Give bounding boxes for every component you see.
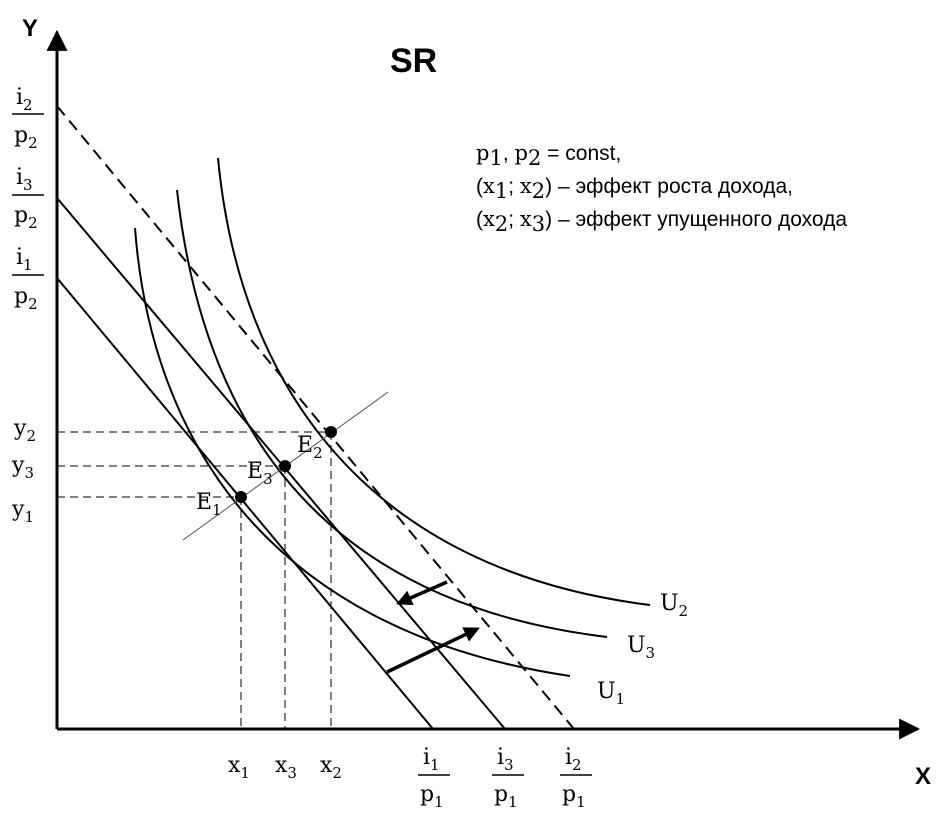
x-intercept-i1-p1: i1 p1 bbox=[418, 745, 450, 811]
x-intercept-i2-p1: i2 p1 bbox=[560, 745, 592, 811]
point-label-e1: E1 bbox=[196, 490, 222, 519]
projection-lines bbox=[57, 431, 332, 729]
x-tick-x1: x1 bbox=[228, 753, 250, 782]
shift-arrow-outward bbox=[386, 627, 480, 674]
point-label-e3: E3 bbox=[247, 459, 273, 488]
svg-text:i2: i2 bbox=[16, 85, 33, 114]
indifference-curve-u1 bbox=[134, 227, 571, 677]
curve-label-u2: U2 bbox=[660, 591, 688, 620]
shift-arrow-inward bbox=[396, 580, 448, 606]
equilibrium-point-e2 bbox=[325, 426, 337, 438]
indifference-curve-u3 bbox=[176, 189, 608, 638]
y-axis-label: Y bbox=[22, 15, 38, 42]
y-intercept-i3-p2: i3 p2 bbox=[12, 165, 44, 232]
svg-text:p2: p2 bbox=[14, 123, 38, 152]
svg-text:i1: i1 bbox=[16, 245, 33, 274]
indifference-curve-u2 bbox=[217, 157, 651, 606]
svg-text:p1: p1 bbox=[420, 782, 444, 810]
equilibrium-point-e1 bbox=[235, 491, 247, 503]
svg-text:p1: p1 bbox=[494, 782, 518, 810]
curve-label-u1: U1 bbox=[597, 679, 625, 708]
x-axis-label: X bbox=[915, 763, 931, 790]
note-line-2: (x1; x2) – эффект роста дохода, bbox=[476, 174, 793, 203]
diagram-title: SR bbox=[390, 42, 437, 80]
svg-text:p2: p2 bbox=[14, 284, 38, 313]
point-label-e2: E2 bbox=[297, 433, 323, 462]
budget-line-2-dashed bbox=[56, 105, 575, 730]
svg-text:i3: i3 bbox=[497, 745, 514, 774]
y-tick-y2: y2 bbox=[13, 416, 36, 445]
x-intercept-i3-p1: i3 p1 bbox=[492, 745, 524, 811]
y-tick-y1: y1 bbox=[11, 497, 34, 526]
x-tick-x2: x2 bbox=[320, 753, 342, 782]
y-intercept-i2-p2: i2 p2 bbox=[12, 85, 44, 152]
budget-line-1 bbox=[56, 277, 434, 730]
y-intercept-i1-p2: i1 p2 bbox=[12, 245, 44, 313]
x-tick-x3: x3 bbox=[275, 753, 297, 782]
svg-text:i2: i2 bbox=[565, 745, 582, 774]
svg-text:p1: p1 bbox=[562, 782, 586, 810]
svg-text:i1: i1 bbox=[423, 745, 440, 774]
svg-text:i3: i3 bbox=[16, 165, 33, 194]
note-line-3: (x2; x3) – эффект упущенного дохода bbox=[476, 207, 847, 236]
y-tick-y3: y3 bbox=[11, 453, 34, 482]
curve-label-u3: U3 bbox=[627, 633, 655, 662]
note-line-1: p1, p2 = const, bbox=[476, 141, 621, 170]
svg-text:p2: p2 bbox=[14, 203, 38, 232]
equilibrium-point-e3 bbox=[279, 460, 291, 472]
